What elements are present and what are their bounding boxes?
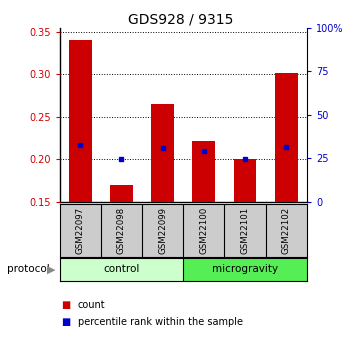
Bar <box>60 258 183 281</box>
Bar <box>101 204 142 257</box>
Text: control: control <box>103 265 140 274</box>
Bar <box>225 204 266 257</box>
Bar <box>266 204 307 257</box>
Bar <box>69 40 91 202</box>
Text: GSM22099: GSM22099 <box>158 207 167 254</box>
Text: GSM22101: GSM22101 <box>240 207 249 254</box>
Text: microgravity: microgravity <box>212 265 278 274</box>
Bar <box>183 204 225 257</box>
Text: GSM22098: GSM22098 <box>117 207 126 254</box>
Text: GDS928 / 9315: GDS928 / 9315 <box>128 12 233 26</box>
Bar <box>142 204 183 257</box>
Text: ■: ■ <box>61 317 71 326</box>
Text: ■: ■ <box>61 300 71 310</box>
Bar <box>183 258 307 281</box>
Text: ▶: ▶ <box>47 265 56 274</box>
Text: protocol: protocol <box>7 265 50 274</box>
Bar <box>275 73 297 202</box>
Bar <box>234 159 256 202</box>
Text: GSM22100: GSM22100 <box>199 207 208 254</box>
Text: count: count <box>78 300 105 310</box>
Bar <box>192 141 215 202</box>
Text: GSM22097: GSM22097 <box>76 207 85 254</box>
Text: percentile rank within the sample: percentile rank within the sample <box>78 317 243 326</box>
Bar <box>151 104 174 202</box>
Bar <box>60 204 101 257</box>
Text: GSM22102: GSM22102 <box>282 207 291 254</box>
Bar <box>110 185 133 202</box>
